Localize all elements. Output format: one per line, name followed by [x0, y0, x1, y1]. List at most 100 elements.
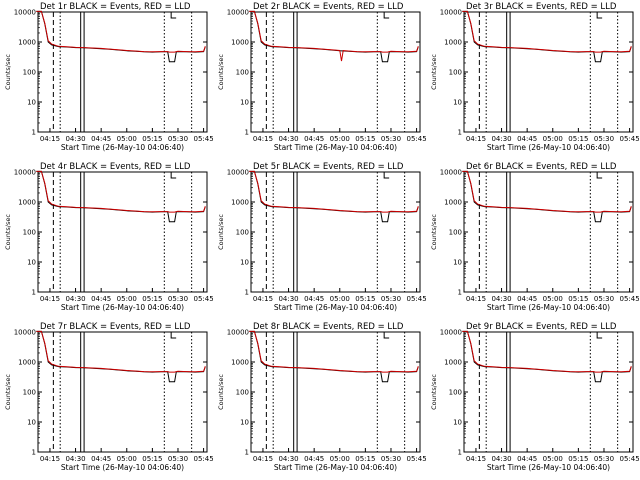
x-tick-label: 05:45	[406, 455, 426, 463]
series-line-events	[36, 170, 206, 223]
y-axis-label: Counts/sec	[217, 214, 225, 250]
y-tick-label: 10	[27, 259, 36, 267]
x-axis-label: Start Time (26-May-10 04:06:40)	[274, 463, 397, 472]
y-tick-label: 10000	[227, 9, 249, 17]
chart-panel-3: Det 3r BLACK = Events, RED = LLD 1 10 100 10…	[426, 0, 639, 160]
x-tick-label: 04:45	[91, 455, 111, 463]
y-tick-label: 1000	[444, 39, 462, 47]
y-axis-label: Counts/sec	[4, 214, 12, 250]
plot-frame	[37, 11, 208, 133]
series-line-events	[249, 330, 419, 383]
y-tick-label: 100	[23, 229, 36, 237]
y-tick-label: 100	[449, 229, 462, 237]
saa-bracket-mark	[596, 12, 603, 19]
x-tick-label: 05:15	[142, 295, 162, 303]
plot-frame	[250, 11, 421, 133]
plot-frame	[250, 171, 421, 293]
chart-svg: Det 8r BLACK = Events, RED = LLD 1 10 100 10…	[217, 322, 426, 472]
saa-bracket-mark	[596, 332, 603, 339]
chart-title: Det 6r BLACK = Events, RED = LLD	[466, 162, 617, 172]
series-line-events	[249, 10, 419, 63]
chart-title: Det 9r BLACK = Events, RED = LLD	[466, 322, 617, 332]
plot-frame	[463, 171, 634, 293]
y-tick-label: 10000	[14, 169, 36, 177]
chart-panel-5: Det 5r BLACK = Events, RED = LLD 1 10 100 10…	[213, 160, 426, 320]
x-tick-label: 05:00	[543, 455, 563, 463]
y-tick-label: 1	[245, 129, 249, 137]
x-axis-label: Start Time (26-May-10 04:06:40)	[61, 463, 184, 472]
x-tick-label: 05:30	[168, 295, 188, 303]
y-tick-label: 100	[236, 229, 249, 237]
x-tick-label: 05:30	[381, 295, 401, 303]
x-tick-label: 05:45	[619, 295, 639, 303]
y-tick-label: 1000	[444, 199, 462, 207]
chart-panel-1: Det 1r BLACK = Events, RED = LLD 1 10 100 10…	[0, 0, 213, 160]
x-tick-label: 04:45	[91, 135, 111, 143]
x-tick-label: 04:45	[304, 455, 324, 463]
series-line-lld	[36, 170, 206, 213]
x-tick-label: 04:45	[517, 135, 537, 143]
y-tick-label: 1	[458, 449, 462, 457]
y-tick-label: 10	[240, 259, 249, 267]
y-tick-label: 10000	[440, 9, 462, 17]
saa-bracket-mark	[383, 172, 390, 179]
plot-frame	[37, 331, 208, 453]
x-tick-label: 04:30	[65, 295, 85, 303]
x-tick-label: 05:15	[568, 455, 588, 463]
y-tick-label: 1000	[18, 199, 36, 207]
chart-svg: Det 1r BLACK = Events, RED = LLD 1 10 100 10…	[4, 2, 213, 152]
x-tick-label: 04:45	[91, 295, 111, 303]
x-tick-label: 04:30	[65, 135, 85, 143]
series-line-lld	[36, 330, 206, 373]
y-tick-label: 10	[453, 259, 462, 267]
y-axis-label: Counts/sec	[430, 214, 438, 250]
y-tick-label: 1	[458, 289, 462, 297]
y-tick-label: 1000	[444, 359, 462, 367]
x-axis-label: Start Time (26-May-10 04:06:40)	[61, 303, 184, 312]
x-tick-label: 04:15	[253, 295, 273, 303]
x-tick-label: 05:45	[619, 135, 639, 143]
series-line-lld	[249, 330, 419, 373]
y-tick-label: 10000	[14, 9, 36, 17]
y-tick-label: 1000	[231, 199, 249, 207]
chart-title: Det 3r BLACK = Events, RED = LLD	[466, 2, 617, 12]
x-tick-label: 04:15	[40, 135, 60, 143]
plot-frame	[463, 11, 634, 133]
y-tick-label: 10000	[440, 329, 462, 337]
x-tick-label: 04:30	[491, 455, 511, 463]
x-tick-label: 05:00	[330, 295, 350, 303]
y-axis-label: Counts/sec	[430, 374, 438, 410]
y-axis-label: Counts/sec	[430, 54, 438, 90]
x-tick-label: 04:30	[491, 135, 511, 143]
x-tick-label: 04:15	[40, 455, 60, 463]
y-tick-label: 1	[32, 289, 36, 297]
y-tick-label: 100	[236, 389, 249, 397]
y-tick-label: 100	[449, 69, 462, 77]
chart-title: Det 5r BLACK = Events, RED = LLD	[253, 162, 404, 172]
y-tick-label: 1000	[18, 359, 36, 367]
x-tick-label: 05:45	[406, 135, 426, 143]
chart-svg: Det 4r BLACK = Events, RED = LLD 1 10 100 10…	[4, 162, 213, 312]
chart-panel-7: Det 7r BLACK = Events, RED = LLD 1 10 100 10…	[0, 320, 213, 480]
chart-panel-6: Det 6r BLACK = Events, RED = LLD 1 10 100 10…	[426, 160, 639, 320]
y-tick-label: 1000	[231, 359, 249, 367]
chart-svg: Det 6r BLACK = Events, RED = LLD 1 10 100 10…	[430, 162, 639, 312]
x-tick-label: 05:15	[568, 135, 588, 143]
y-tick-label: 10	[27, 419, 36, 427]
y-tick-label: 10	[240, 419, 249, 427]
y-tick-label: 10	[27, 99, 36, 107]
x-tick-label: 05:00	[117, 135, 137, 143]
x-axis-label: Start Time (26-May-10 04:06:40)	[487, 303, 610, 312]
chart-panel-2: Det 2r BLACK = Events, RED = LLD 1 10 100 10…	[213, 0, 426, 160]
x-tick-label: 05:45	[619, 455, 639, 463]
y-tick-label: 1	[245, 289, 249, 297]
x-tick-label: 04:30	[65, 455, 85, 463]
saa-bracket-mark	[596, 172, 603, 179]
chart-svg: Det 5r BLACK = Events, RED = LLD 1 10 100 10…	[217, 162, 426, 312]
chart-title: Det 7r BLACK = Events, RED = LLD	[40, 322, 191, 332]
x-tick-label: 05:45	[193, 135, 213, 143]
series-line-lld	[462, 170, 632, 213]
series-line-lld	[36, 10, 206, 53]
saa-bracket-mark	[170, 172, 177, 179]
